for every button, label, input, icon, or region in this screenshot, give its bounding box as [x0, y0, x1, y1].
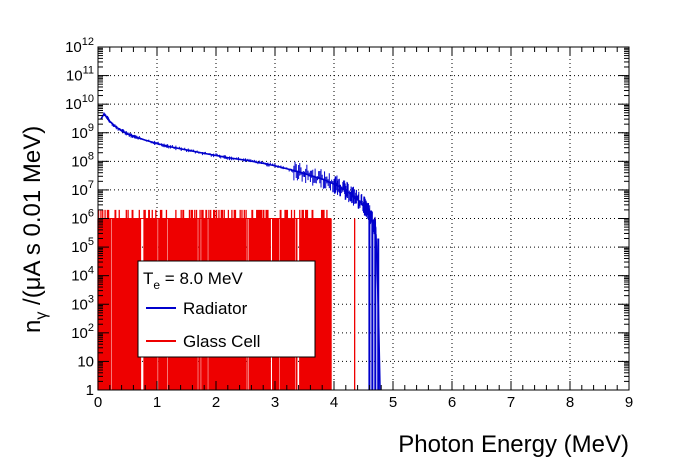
y-tick-label: 103	[71, 293, 94, 313]
legend-header: Te = 8.0 MeV	[143, 269, 243, 292]
y-tick-label: 105	[71, 236, 94, 256]
y-axis-title-rest: /(μA s 0.01 MeV)	[19, 126, 46, 312]
legend-label-radiator: Radiator	[183, 299, 248, 318]
y-tick-label: 1010	[65, 93, 94, 113]
x-tick-label: 7	[507, 394, 515, 411]
legend-header-subscript: e	[153, 278, 160, 292]
y-tick-label: 1011	[66, 65, 94, 85]
y-tick-label: 109	[71, 122, 94, 142]
legend-header-rest: = 8.0 MeV	[160, 269, 243, 288]
x-axis-title: Photon Energy (MeV)	[398, 431, 629, 458]
legend-label-glass-cell: Glass Cell	[183, 332, 260, 351]
legend-header-main: T	[143, 269, 153, 288]
radiator-cutoff	[368, 213, 380, 390]
series-radiator-noise	[103, 112, 377, 248]
plot-area	[97, 112, 381, 391]
y-tick-label: 10	[77, 353, 94, 370]
y-tick-label: 1	[86, 382, 94, 399]
x-tick-label: 2	[212, 394, 220, 411]
x-tick-label: 1	[153, 394, 161, 411]
y-tick-label: 107	[71, 179, 94, 199]
y-axis-title: nγ /(μA s 0.01 MeV)	[19, 126, 50, 333]
y-axis-title-subscript: γ	[33, 312, 50, 320]
x-tick-label: 5	[389, 394, 397, 411]
legend: Te = 8.0 MeV Radiator Glass Cell	[137, 260, 316, 358]
x-tick-label: 4	[330, 394, 338, 411]
x-tick-label: 9	[625, 394, 633, 411]
y-axis-title-main: n	[19, 320, 46, 333]
y-tick-label: 1012	[65, 36, 94, 56]
y-tick-label: 106	[71, 208, 94, 228]
y-tick-label: 104	[71, 265, 94, 285]
x-tick-label: 3	[271, 394, 279, 411]
y-tick-label: 108	[71, 150, 94, 170]
y-tick-label: 102	[71, 322, 94, 342]
x-tick-label: 8	[566, 394, 574, 411]
axes: 0 1 2 3 4 5 6 7 8 9110102103104105106107108109101…	[65, 36, 633, 411]
x-tick-label: 6	[448, 394, 456, 411]
x-tick-label: 0	[94, 394, 102, 411]
